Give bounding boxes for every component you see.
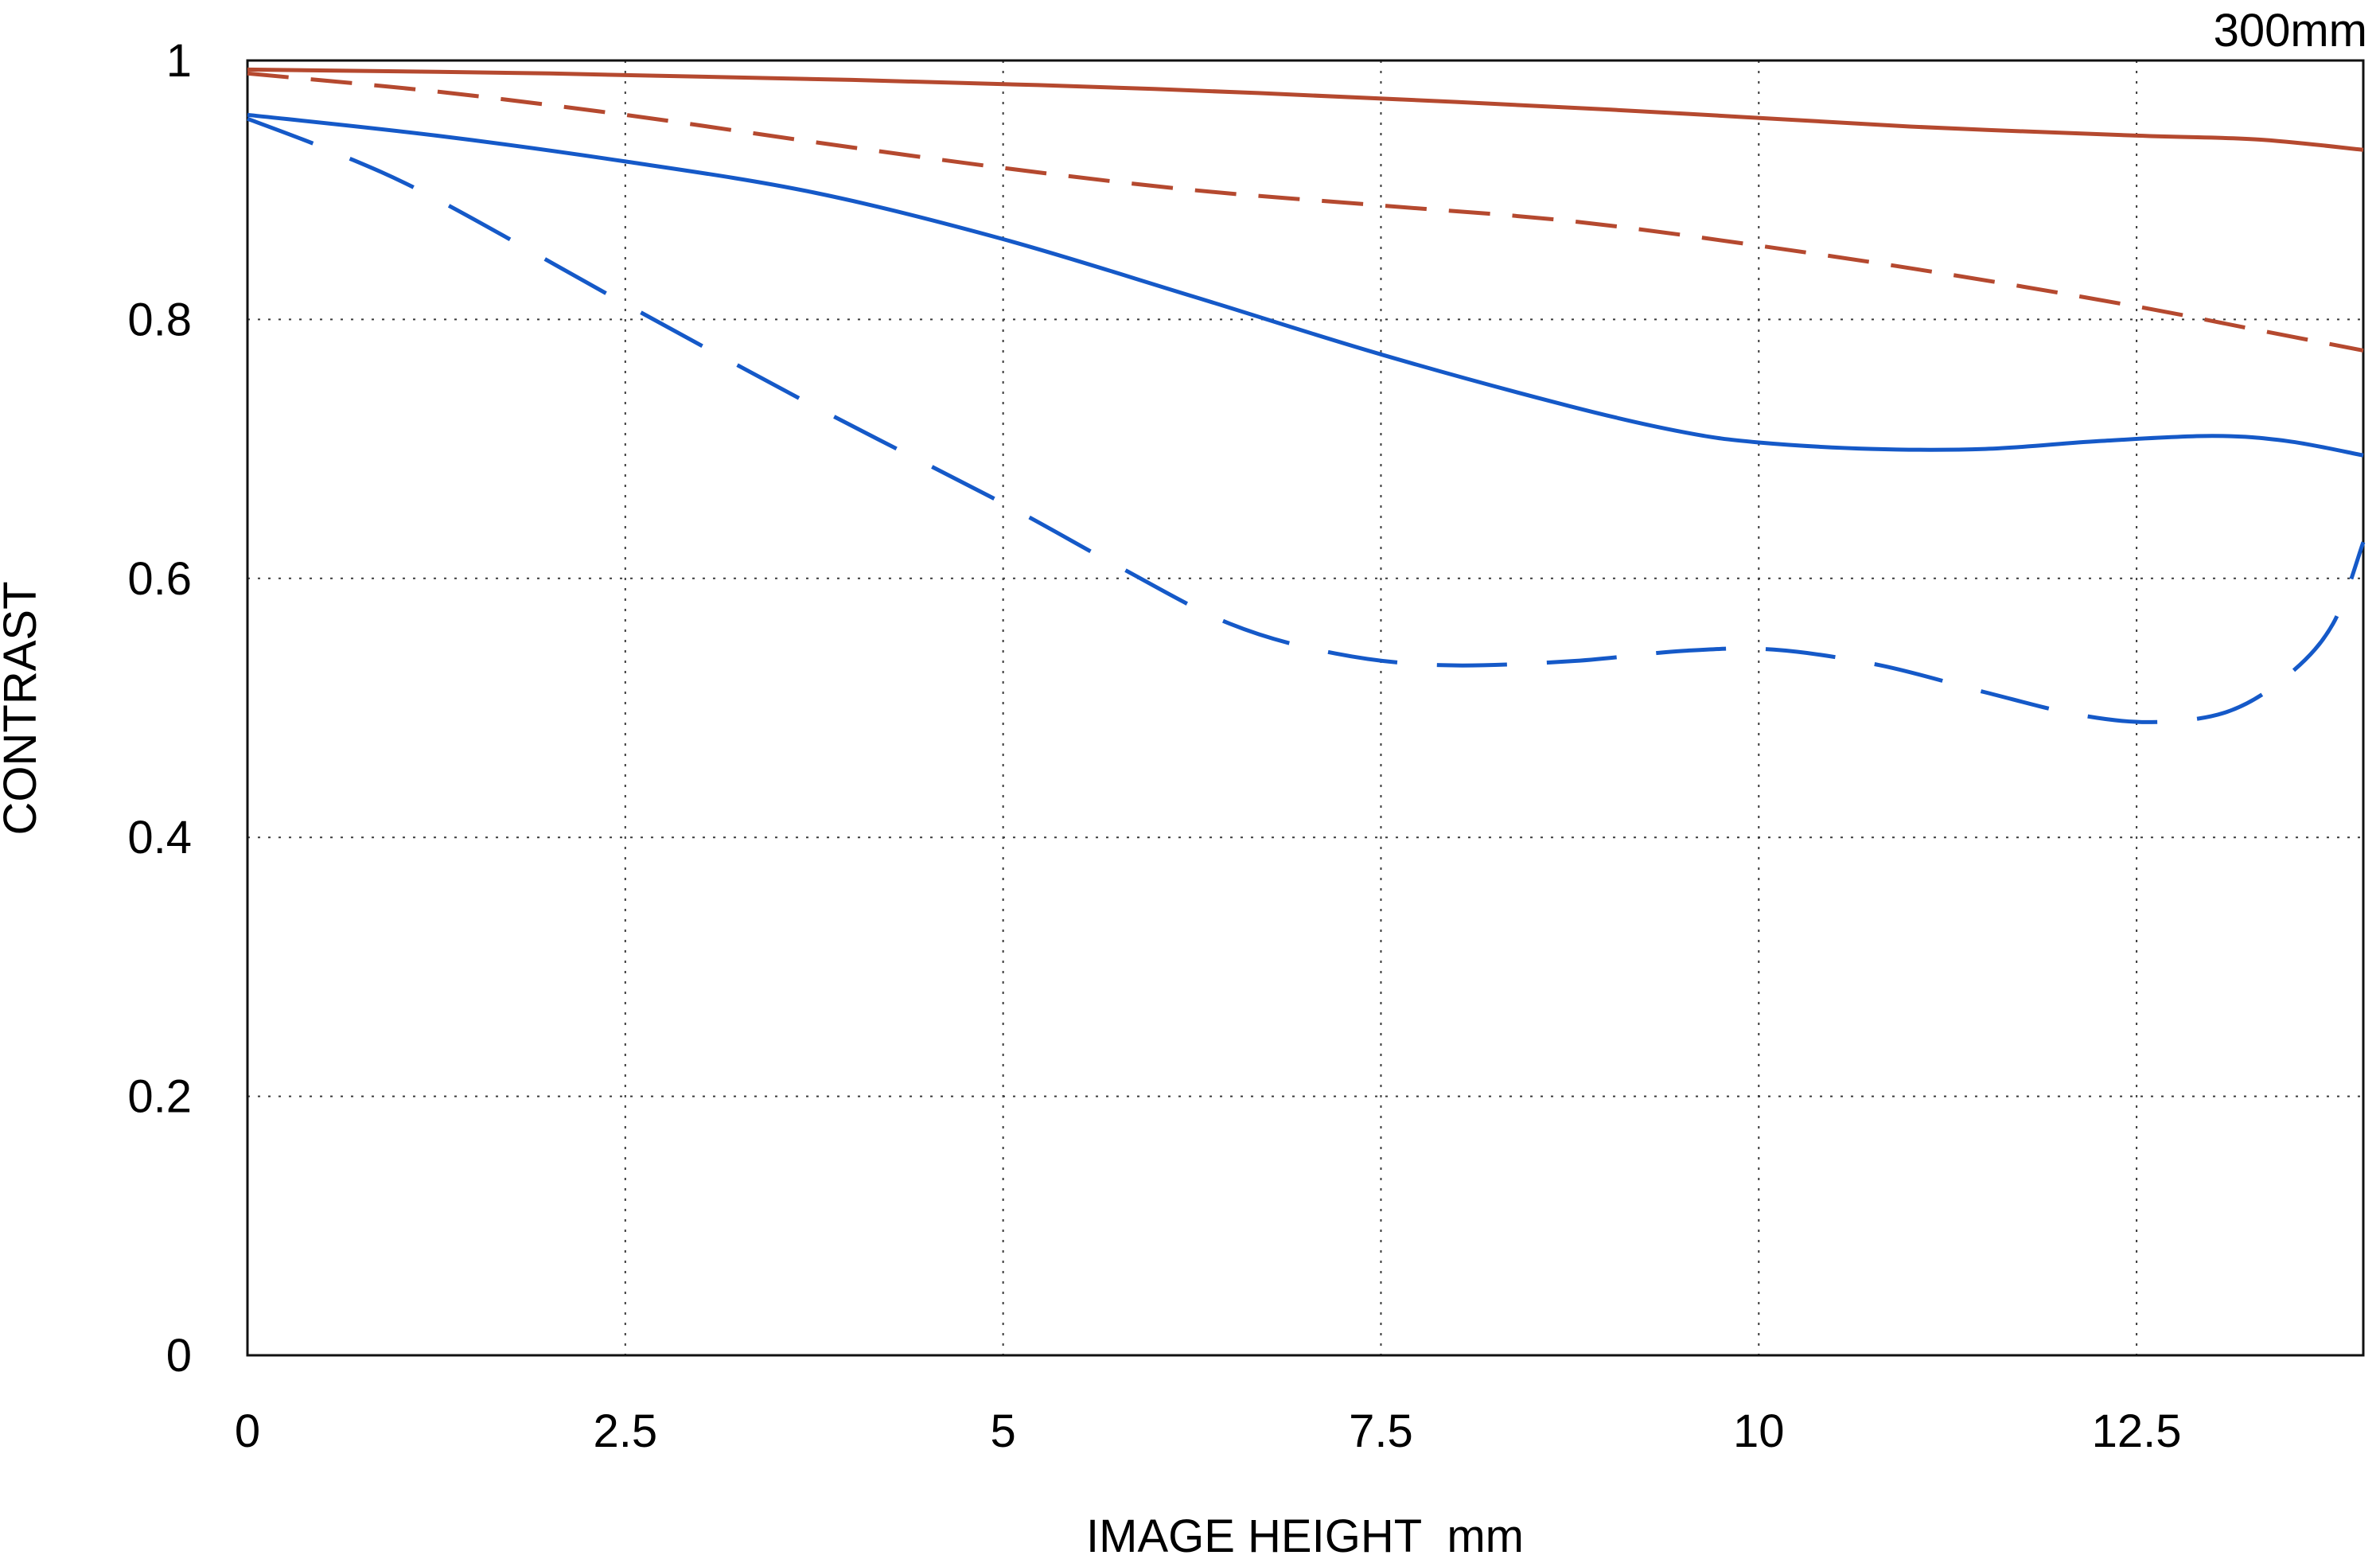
x-tick-label: 12.5 [2092,1405,2182,1457]
y-tick-label: 1 [166,35,192,87]
y-tick-label: 0 [166,1330,192,1382]
y-tick-label: 0.4 [127,812,192,863]
x-tick-label: 5 [991,1405,1016,1457]
series-red-dashed [247,71,2364,353]
y-axis-label: CONTRAST [0,582,46,836]
series-red-solid [247,67,2364,152]
series-blue-dashed [247,116,2366,724]
x-tick-label: 7.5 [1349,1405,1413,1457]
focal-length-label: 300mm [2214,5,2367,57]
x-tick-label: 10 [1733,1405,1785,1457]
x-axis-label: IMAGE HEIGHT mm [1086,1510,1524,1562]
x-tick-label: 0 [235,1405,260,1457]
x-tick-label: 2.5 [594,1405,658,1457]
y-tick-label: 0.8 [127,294,192,345]
y-tick-label: 0.2 [127,1071,192,1123]
series-blue-solid [247,112,2364,458]
y-tick-label: 0.6 [127,553,192,605]
plot-frame [246,59,2365,1357]
